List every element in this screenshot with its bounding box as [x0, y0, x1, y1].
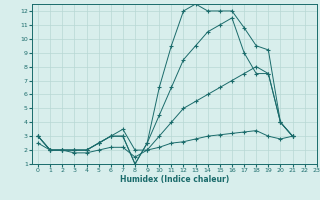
X-axis label: Humidex (Indice chaleur): Humidex (Indice chaleur): [120, 175, 229, 184]
